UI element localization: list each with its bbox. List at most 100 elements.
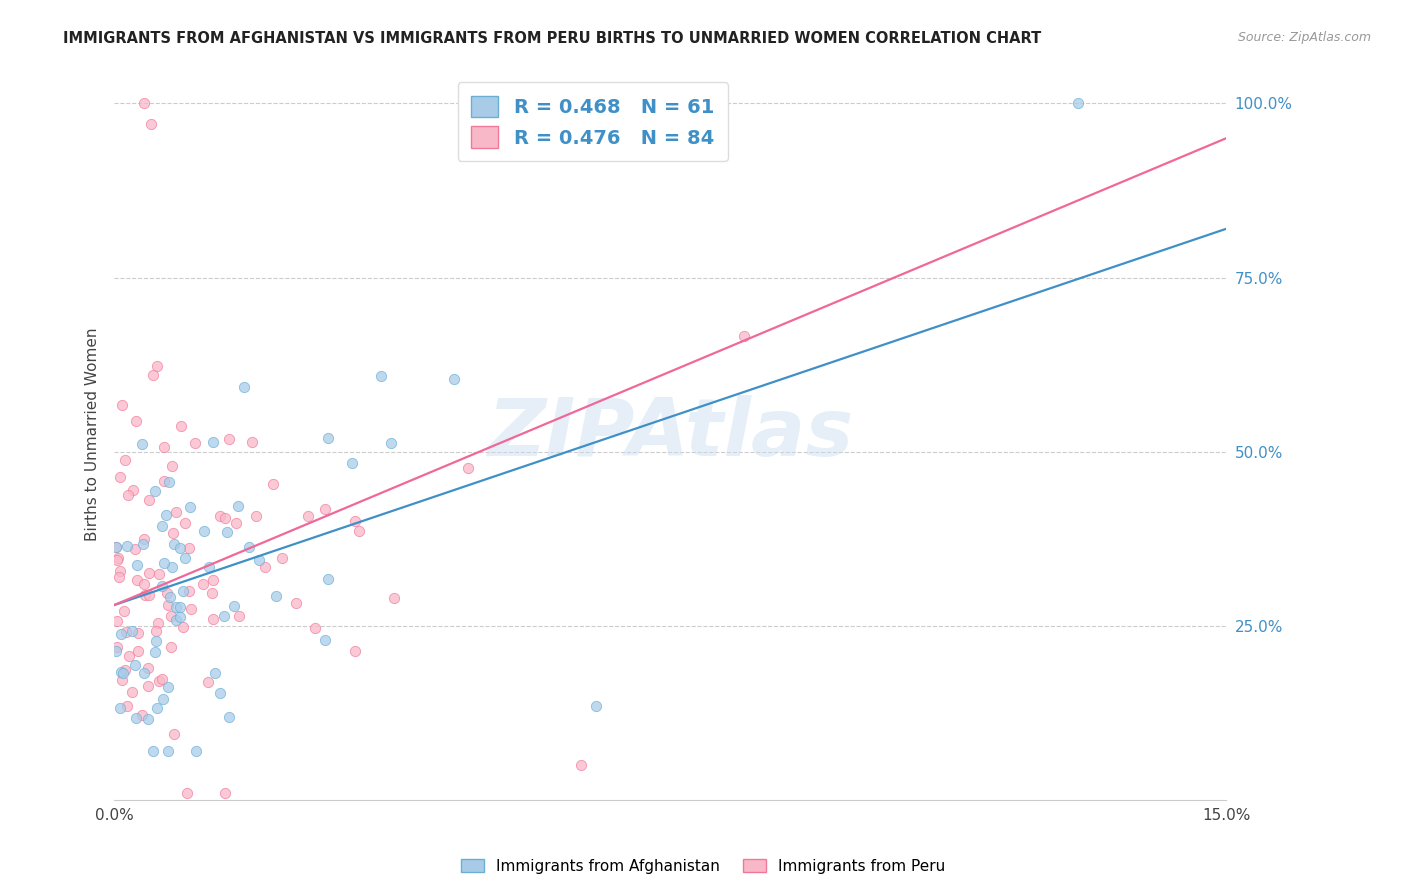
Point bbox=[105, 614, 128, 628]
Point bbox=[212, 608, 235, 623]
Point bbox=[118, 649, 141, 664]
Point bbox=[142, 368, 165, 383]
Text: ZIPAtlas: ZIPAtlas bbox=[486, 395, 853, 474]
Point bbox=[297, 509, 319, 524]
Point bbox=[115, 539, 138, 553]
Point bbox=[124, 542, 146, 557]
Point bbox=[225, 516, 247, 530]
Point bbox=[150, 672, 173, 686]
Point bbox=[233, 380, 256, 394]
Point bbox=[110, 700, 132, 714]
Point bbox=[170, 418, 193, 433]
Point bbox=[165, 613, 187, 627]
Point bbox=[163, 726, 186, 740]
Point bbox=[152, 691, 174, 706]
Point bbox=[148, 674, 170, 689]
Point bbox=[169, 609, 191, 624]
Point bbox=[125, 414, 148, 428]
Point bbox=[159, 590, 181, 604]
Legend: R = 0.468   N = 61, R = 0.476   N = 84: R = 0.468 N = 61, R = 0.476 N = 84 bbox=[457, 82, 728, 161]
Point bbox=[138, 679, 160, 693]
Point bbox=[157, 475, 180, 489]
Point bbox=[148, 567, 170, 582]
Point bbox=[224, 599, 246, 614]
Y-axis label: Births to Unmarried Women: Births to Unmarried Women bbox=[86, 327, 100, 541]
Point bbox=[217, 525, 239, 540]
Point bbox=[108, 469, 131, 483]
Point bbox=[304, 621, 326, 635]
Point bbox=[146, 701, 169, 715]
Point bbox=[124, 658, 146, 673]
Point bbox=[177, 583, 200, 598]
Point bbox=[112, 603, 135, 617]
Point bbox=[121, 685, 143, 699]
Point bbox=[131, 707, 153, 722]
Point bbox=[143, 645, 166, 659]
Point bbox=[153, 440, 176, 454]
Point bbox=[457, 461, 479, 475]
Point bbox=[254, 560, 277, 574]
Point bbox=[443, 372, 465, 386]
Point bbox=[343, 514, 366, 528]
Point bbox=[314, 502, 336, 516]
Point bbox=[146, 616, 169, 631]
Point bbox=[585, 699, 607, 714]
Point bbox=[156, 599, 179, 613]
Point bbox=[127, 625, 149, 640]
Point bbox=[111, 665, 134, 680]
Point bbox=[141, 117, 163, 131]
Point bbox=[316, 572, 339, 586]
Point bbox=[105, 553, 128, 567]
Point bbox=[134, 665, 156, 680]
Point bbox=[201, 573, 224, 587]
Point bbox=[169, 599, 191, 614]
Point bbox=[218, 710, 240, 724]
Point bbox=[247, 553, 270, 567]
Legend: Immigrants from Afghanistan, Immigrants from Peru: Immigrants from Afghanistan, Immigrants … bbox=[454, 853, 952, 880]
Point bbox=[111, 398, 134, 412]
Point bbox=[382, 591, 405, 605]
Point bbox=[114, 625, 136, 640]
Point bbox=[136, 713, 159, 727]
Point bbox=[160, 560, 183, 574]
Point bbox=[270, 551, 292, 566]
Point bbox=[193, 524, 215, 538]
Point bbox=[218, 432, 240, 446]
Point bbox=[105, 541, 128, 555]
Point bbox=[156, 586, 179, 600]
Point bbox=[228, 609, 250, 624]
Point bbox=[1067, 96, 1090, 111]
Point bbox=[145, 624, 167, 638]
Point bbox=[145, 633, 167, 648]
Point bbox=[314, 633, 336, 648]
Point bbox=[107, 550, 129, 565]
Point bbox=[197, 674, 219, 689]
Point bbox=[156, 744, 179, 758]
Point bbox=[156, 680, 179, 694]
Point bbox=[114, 453, 136, 467]
Point bbox=[184, 744, 207, 758]
Point bbox=[201, 434, 224, 449]
Point bbox=[193, 576, 215, 591]
Point bbox=[208, 508, 231, 523]
Point bbox=[105, 640, 128, 654]
Point bbox=[138, 588, 160, 602]
Point bbox=[201, 585, 224, 599]
Point bbox=[169, 541, 191, 556]
Point bbox=[124, 710, 146, 724]
Point bbox=[209, 686, 232, 700]
Point bbox=[138, 493, 160, 508]
Point bbox=[105, 644, 128, 658]
Point bbox=[134, 577, 156, 591]
Point bbox=[347, 524, 370, 539]
Point bbox=[184, 435, 207, 450]
Point bbox=[132, 96, 155, 111]
Point bbox=[108, 564, 131, 578]
Point bbox=[125, 573, 148, 587]
Point bbox=[162, 526, 184, 541]
Point bbox=[155, 508, 177, 522]
Text: Source: ZipAtlas.com: Source: ZipAtlas.com bbox=[1237, 31, 1371, 45]
Point bbox=[198, 560, 221, 574]
Text: IMMIGRANTS FROM AFGHANISTAN VS IMMIGRANTS FROM PERU BIRTHS TO UNMARRIED WOMEN CO: IMMIGRANTS FROM AFGHANISTAN VS IMMIGRANT… bbox=[63, 31, 1042, 46]
Point bbox=[117, 488, 139, 502]
